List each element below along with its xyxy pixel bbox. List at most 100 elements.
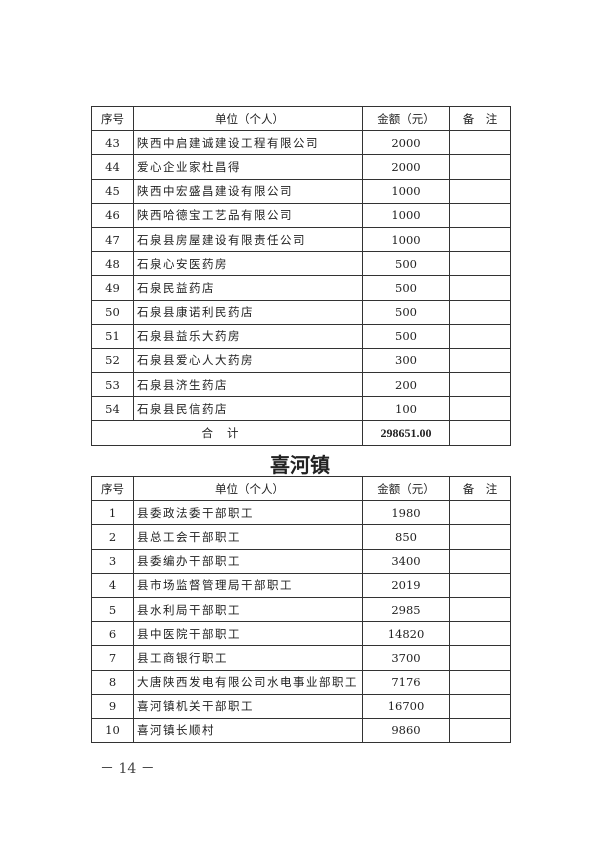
table-row: 5 县水利局干部职工 2985: [91, 596, 511, 623]
table-row: 46 陕西哈德宝工艺品有限公司 1000: [91, 202, 511, 228]
table-row: 53 石泉县济生药店 200: [91, 372, 511, 398]
row-remark: [449, 693, 511, 719]
row-amount: 7176: [362, 669, 450, 695]
row-no: 5: [91, 596, 134, 623]
row-amount: 200: [362, 372, 450, 398]
row-remark: [449, 372, 511, 398]
row-remark: [449, 572, 511, 598]
row-amount: 500: [362, 299, 450, 325]
table-row: 50 石泉县康诺利民药店 500: [91, 299, 511, 325]
header-no: 序号: [91, 105, 134, 132]
row-no: 44: [91, 154, 134, 180]
row-amount: 500: [362, 275, 450, 301]
row-amount: 1980: [362, 500, 450, 526]
row-amount: 500: [362, 323, 450, 349]
row-remark: [449, 621, 511, 647]
row-unit: 陕西中启建诚建设工程有限公司: [133, 130, 363, 156]
row-amount: 300: [362, 347, 450, 374]
page-number: － 14 －: [100, 761, 155, 777]
header-unit: 单位（个人）: [133, 105, 363, 132]
row-remark: [449, 347, 511, 374]
row-amount: 3700: [362, 645, 450, 671]
row-amount: 2985: [362, 596, 450, 623]
table-row: 48 石泉心安医药房 500: [91, 251, 511, 277]
row-unit: 石泉心安医药房: [133, 251, 363, 277]
row-no: 54: [91, 396, 134, 422]
row-unit: 爱心企业家杜昌得: [133, 154, 363, 180]
row-amount: 2000: [362, 130, 450, 156]
row-amount: 16700: [362, 693, 450, 719]
row-unit: 大唐陕西发电有限公司水电事业部职工: [133, 669, 363, 695]
row-no: 7: [91, 645, 134, 671]
row-remark: [449, 500, 511, 526]
row-remark: [449, 178, 511, 204]
row-unit: 陕西中宏盛昌建设有限公司: [133, 178, 363, 204]
table-row: 45 陕西中宏盛昌建设有限公司 1000: [91, 178, 511, 204]
table-row: 1 县委政法委干部职工 1980: [91, 500, 511, 526]
row-unit: 石泉民益药店: [133, 275, 363, 301]
row-no: 9: [91, 693, 134, 719]
table-row: 43 陕西中启建诚建设工程有限公司 2000: [91, 130, 511, 156]
row-amount: 14820: [362, 621, 450, 647]
row-no: 6: [91, 621, 134, 647]
section-title: 喜河镇: [270, 453, 330, 477]
row-remark: [449, 548, 511, 574]
row-remark: [449, 154, 511, 180]
row-remark: [449, 226, 511, 253]
row-unit: 石泉县民信药店: [133, 396, 363, 422]
row-remark: [449, 275, 511, 301]
table-row: 52 石泉县爱心人大药房 300: [91, 347, 511, 374]
row-unit: 县委政法委干部职工: [133, 500, 363, 526]
row-unit: 喜河镇机关干部职工: [133, 693, 363, 719]
row-unit: 县水利局干部职工: [133, 596, 363, 623]
table-row: 49 石泉民益药店 500: [91, 275, 511, 301]
row-no: 48: [91, 251, 134, 277]
table-row: 8 大唐陕西发电有限公司水电事业部职工 7176: [91, 669, 511, 695]
row-no: 53: [91, 372, 134, 398]
row-amount: 850: [362, 524, 450, 550]
row-unit: 石泉县房屋建设有限责任公司: [133, 226, 363, 253]
row-amount: 3400: [362, 548, 450, 574]
row-remark: [449, 130, 511, 156]
row-remark: [449, 202, 511, 228]
row-remark: [449, 669, 511, 695]
row-remark: [449, 596, 511, 623]
total-remark: [449, 420, 511, 446]
table-row: 54 石泉县民信药店 100: [91, 396, 511, 422]
row-remark: [449, 645, 511, 671]
table-header-row: 序号 单位（个人） 金额（元） 备 注: [91, 475, 511, 502]
row-no: 50: [91, 299, 134, 325]
row-unit: 陕西哈德宝工艺品有限公司: [133, 202, 363, 228]
row-unit: 喜河镇长顺村: [133, 717, 363, 744]
row-amount: 1000: [362, 178, 450, 204]
table-row: 7 县工商银行职工 3700: [91, 645, 511, 671]
row-no: 45: [91, 178, 134, 204]
row-unit: 县总工会干部职工: [133, 524, 363, 550]
row-no: 10: [91, 717, 134, 744]
table-row: 51 石泉县益乐大药房 500: [91, 323, 511, 349]
row-remark: [449, 323, 511, 349]
table-row: 4 县市场监督管理局干部职工 2019: [91, 572, 511, 598]
table-row: 6 县中医院干部职工 14820: [91, 621, 511, 647]
row-no: 47: [91, 226, 134, 253]
row-amount: 1000: [362, 226, 450, 253]
row-unit: 石泉县益乐大药房: [133, 323, 363, 349]
donation-table-1: 序号 单位（个人） 金额（元） 备 注 43 陕西中启建诚建设工程有限公司 2000…: [91, 105, 511, 446]
row-remark: [449, 524, 511, 550]
row-amount: 2019: [362, 572, 450, 598]
row-unit: 县工商银行职工: [133, 645, 363, 671]
row-no: 2: [91, 524, 134, 550]
table-row: 9 喜河镇机关干部职工 16700: [91, 693, 511, 719]
row-remark: [449, 251, 511, 277]
row-no: 52: [91, 347, 134, 374]
row-no: 43: [91, 130, 134, 156]
table-header-row: 序号 单位（个人） 金额（元） 备 注: [91, 105, 511, 132]
total-amount: 298651.00: [362, 420, 450, 446]
row-unit: 县市场监督管理局干部职工: [133, 572, 363, 598]
row-remark: [449, 717, 511, 744]
row-no: 3: [91, 548, 134, 574]
row-amount: 2000: [362, 154, 450, 180]
total-row: 合计 298651.00: [91, 420, 511, 446]
row-unit: 县委编办干部职工: [133, 548, 363, 574]
table-row: 2 县总工会干部职工 850: [91, 524, 511, 550]
